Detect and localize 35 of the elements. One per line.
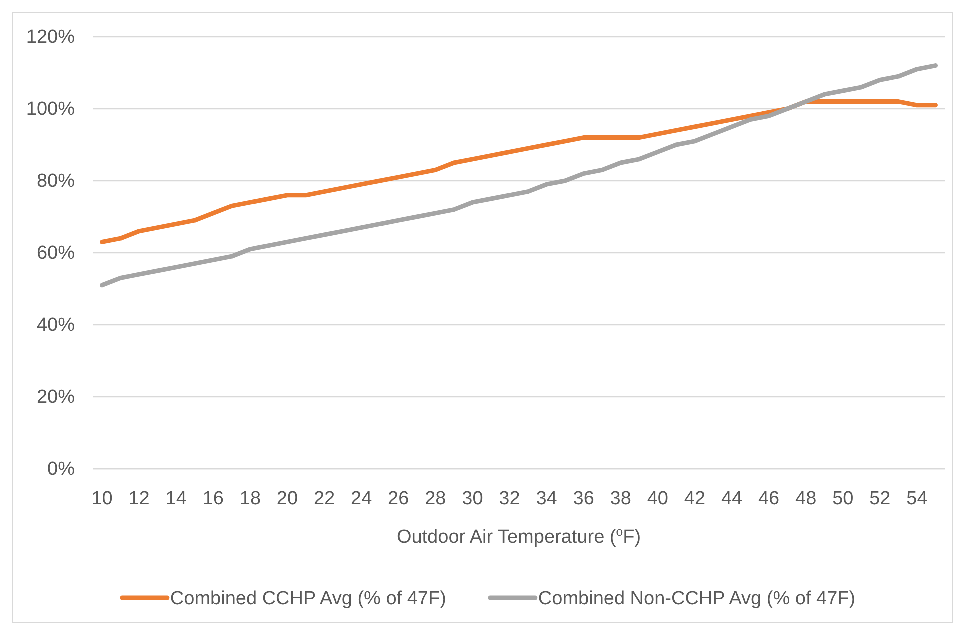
x-tick-label: 10 [92, 488, 113, 510]
x-tick-label: 24 [350, 488, 373, 510]
x-tick-label: 22 [314, 488, 336, 510]
x-tick-label: 52 [870, 488, 891, 510]
y-tick-label: 60% [36, 243, 76, 264]
y-tick-label: 0% [48, 459, 76, 480]
x-tick-label: 36 [573, 488, 594, 510]
x-tick-label: 30 [462, 488, 484, 510]
x-tick-label: 38 [610, 488, 632, 510]
y-tick-label: 40% [36, 315, 76, 336]
x-tick-label: 20 [276, 488, 298, 510]
x-tick-label: 16 [202, 488, 224, 510]
x-axis-title: Outdoor Air Temperature ($^{o}$F) [396, 525, 642, 548]
x-tick-label: 28 [425, 488, 446, 510]
x-tick-label: 14 [166, 488, 188, 510]
x-tick-label: 48 [796, 488, 817, 510]
x-tick-label: 42 [684, 488, 706, 510]
x-tick-label: 46 [758, 488, 780, 510]
x-tick-label: 12 [128, 488, 150, 510]
y-tick-label: 80% [36, 171, 76, 192]
x-tick-label: 26 [388, 488, 410, 510]
x-tick-label: 40 [647, 488, 668, 510]
y-tick-label: 120% [26, 27, 76, 48]
legend-label: Combined Non-CCHP Avg (% of 47F) [538, 588, 856, 610]
y-tick-label: 100% [26, 99, 76, 120]
x-tick-label: 50 [832, 488, 854, 510]
y-tick-label: 20% [36, 387, 76, 408]
x-tick-label: 34 [536, 488, 558, 510]
line-series [100, 64, 938, 288]
x-tick-label: 18 [240, 488, 262, 510]
legend-label: Combined CCHP Avg (% of 47F) [170, 588, 446, 610]
line-series [100, 100, 938, 244]
x-tick-label: 54 [906, 488, 928, 510]
x-tick-label: 44 [721, 488, 743, 510]
x-tick-label: 32 [499, 488, 520, 510]
